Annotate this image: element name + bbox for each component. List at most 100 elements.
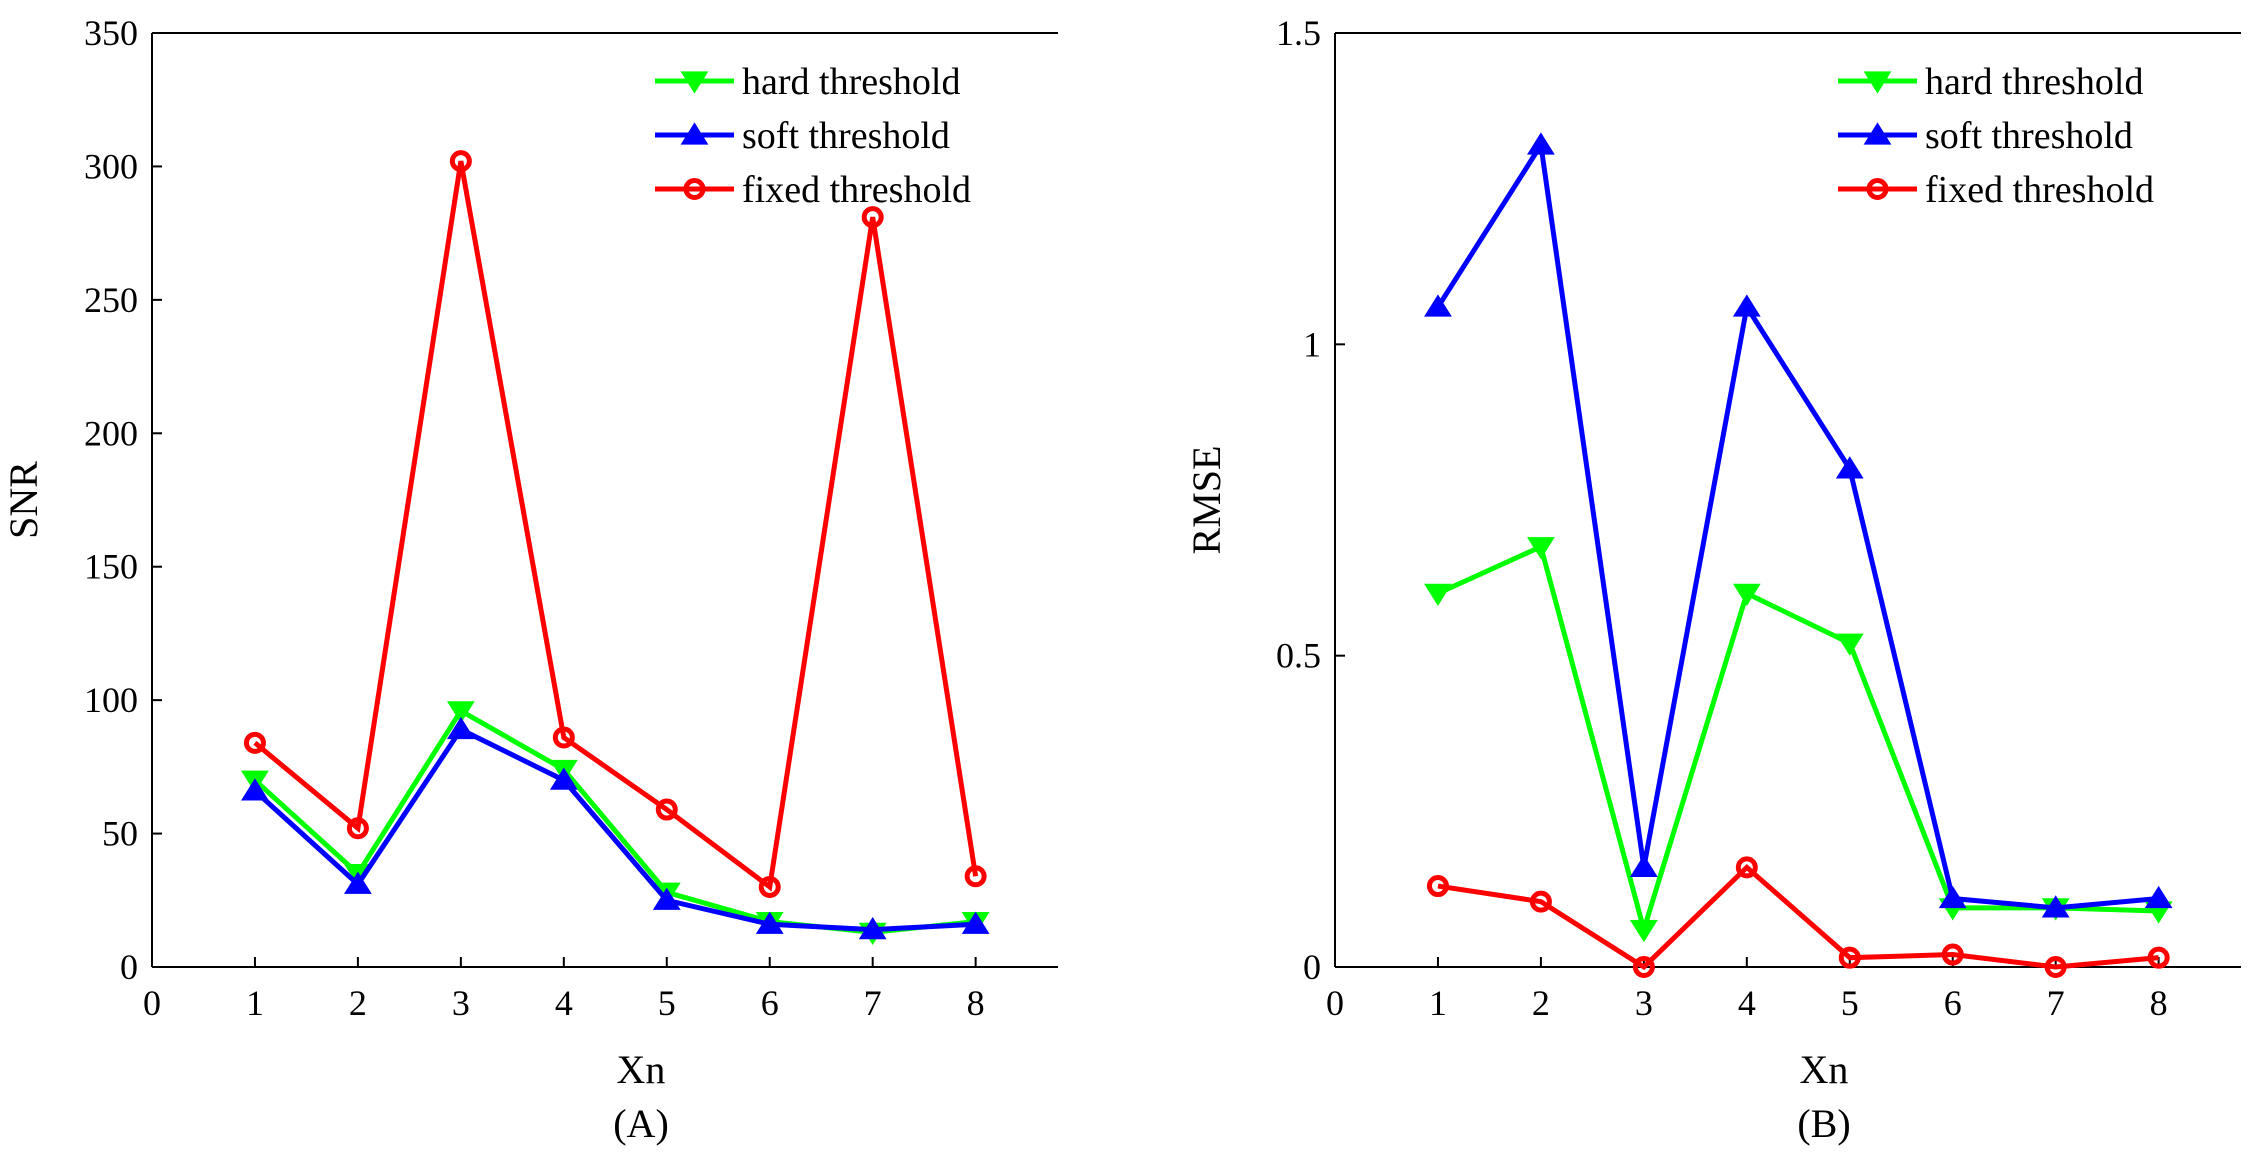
data-point-soft <box>2041 895 2070 918</box>
y-tick-label: 250 <box>84 280 138 320</box>
data-point-fixed <box>2044 956 2067 978</box>
x-axis-label: Xn <box>617 1047 666 1092</box>
series-line-soft <box>1435 138 2159 911</box>
data-point-soft <box>2144 885 2173 909</box>
legend-label-soft: soft threshold <box>1925 115 2133 157</box>
y-tick-label: 50 <box>102 814 138 854</box>
legend-label-hard: hard threshold <box>742 61 960 103</box>
legend-marker-fixed <box>683 178 706 200</box>
data-point-soft <box>1835 456 1864 479</box>
chart-panel-b: 0 1 2 3 4 5 6 7 8 0 0.5 1 1.5 Xn RMSE (B) hard threshold… <box>1184 13 2241 1146</box>
data-point-fixed <box>655 798 678 821</box>
legend-label-fixed: fixed threshold <box>1925 169 2154 211</box>
series-soft-threshold <box>1424 132 2173 918</box>
series-soft-threshold <box>241 716 990 940</box>
y-axis-label: RMSE <box>1184 446 1229 555</box>
data-point-fixed <box>1941 943 1964 966</box>
series-line-fixed <box>253 160 979 892</box>
y-tick-label: 1.5 <box>1276 13 1321 53</box>
legend-marker-soft <box>680 122 709 145</box>
series-fixed-threshold <box>1426 856 2170 978</box>
x-tick-label: 2 <box>349 983 367 1023</box>
data-point-hard <box>1629 920 1658 943</box>
data-point-fixed <box>1838 946 1861 969</box>
legend-marker-soft <box>1863 122 1892 145</box>
series-hard-threshold <box>1424 537 2173 943</box>
data-point-hard <box>446 701 475 724</box>
y-tick-label: 0 <box>120 947 138 987</box>
data-point-fixed <box>1735 856 1758 879</box>
x-tick-label: 7 <box>2047 983 2065 1023</box>
x-tick-label: 1 <box>1429 983 1447 1023</box>
legend-label-soft: soft threshold <box>742 115 950 157</box>
y-tick-label: 150 <box>84 547 138 587</box>
x-axis-label: Xn <box>1800 1047 1849 1092</box>
y-tick-label: 0.5 <box>1276 636 1321 676</box>
x-tick-label: 5 <box>658 983 676 1023</box>
x-tick-label: 3 <box>1635 983 1653 1023</box>
data-point-soft <box>549 767 578 790</box>
x-tick-label: 0 <box>143 983 161 1023</box>
data-point-fixed <box>552 726 575 749</box>
x-tick-label: 8 <box>2150 983 2168 1023</box>
data-point-soft <box>961 911 990 934</box>
data-point-fixed <box>346 817 369 840</box>
series-fixed-threshold <box>243 150 987 898</box>
legend: hard threshold soft threshold fixed thresh… <box>1838 61 2154 211</box>
x-tick-label: 6 <box>761 983 779 1023</box>
y-axis-label: SNR <box>1 461 46 539</box>
data-point-soft <box>241 778 269 801</box>
x-tick-label: 0 <box>1326 983 1344 1023</box>
data-point-fixed <box>2147 946 2170 969</box>
data-point-fixed <box>964 865 987 888</box>
panel-label: (A) <box>613 1101 669 1146</box>
x-tick-label: 2 <box>1532 983 1550 1023</box>
data-point-fixed <box>1632 956 1655 978</box>
data-point-soft <box>1424 294 1452 317</box>
data-point-fixed <box>758 875 781 898</box>
y-tick-label: 200 <box>84 413 138 453</box>
x-tick-label: 5 <box>1841 983 1859 1023</box>
data-point-soft <box>858 916 887 940</box>
legend-marker-hard <box>1863 71 1892 94</box>
x-tick-label: 4 <box>1738 983 1756 1023</box>
legend-label-fixed: fixed threshold <box>742 169 971 211</box>
x-tick-label: 8 <box>967 983 985 1023</box>
x-tick-label: 6 <box>1944 983 1962 1023</box>
legend-label-hard: hard threshold <box>1925 61 2143 103</box>
data-point-soft <box>1629 854 1658 877</box>
data-point-fixed <box>1426 875 1449 898</box>
y-tick-label: 1 <box>1303 324 1321 364</box>
x-tick-label: 1 <box>246 983 264 1023</box>
data-point-hard <box>1424 583 1452 607</box>
panel-label: (B) <box>1797 1101 1850 1146</box>
data-point-soft <box>652 887 681 910</box>
data-point-soft <box>446 716 475 740</box>
data-point-hard <box>1835 633 1864 656</box>
legend-marker-fixed <box>1866 178 1889 200</box>
data-point-soft <box>1732 294 1761 317</box>
y-tick-label: 350 <box>84 13 138 53</box>
series-line-hard <box>1436 543 2159 939</box>
series-line-fixed <box>1437 863 2159 971</box>
data-point-fixed <box>861 206 884 229</box>
y-tick-label: 0 <box>1303 947 1321 987</box>
data-point-soft <box>344 871 372 894</box>
x-tick-label: 3 <box>452 983 470 1023</box>
data-point-fixed <box>243 731 266 754</box>
x-tick-label: 4 <box>555 983 573 1023</box>
y-tick-label: 100 <box>84 680 138 720</box>
x-tick-label: 7 <box>864 983 882 1023</box>
data-point-fixed <box>449 150 472 173</box>
legend: hard threshold soft threshold fixed thresh… <box>655 61 971 211</box>
data-point-hard <box>1732 583 1761 607</box>
data-point-soft <box>1527 132 1555 155</box>
y-tick-label: 300 <box>84 146 138 186</box>
legend-marker-hard <box>680 71 709 94</box>
data-point-hard <box>1527 537 1555 560</box>
series-line-soft <box>253 726 976 933</box>
data-point-fixed <box>1529 890 1552 913</box>
data-point-soft <box>755 911 784 934</box>
chart-panel-a: 0 1 2 3 4 5 6 7 8 0 50 100 150 200 250 300 350 Xn SNR (A) ha… <box>1 13 1058 1146</box>
